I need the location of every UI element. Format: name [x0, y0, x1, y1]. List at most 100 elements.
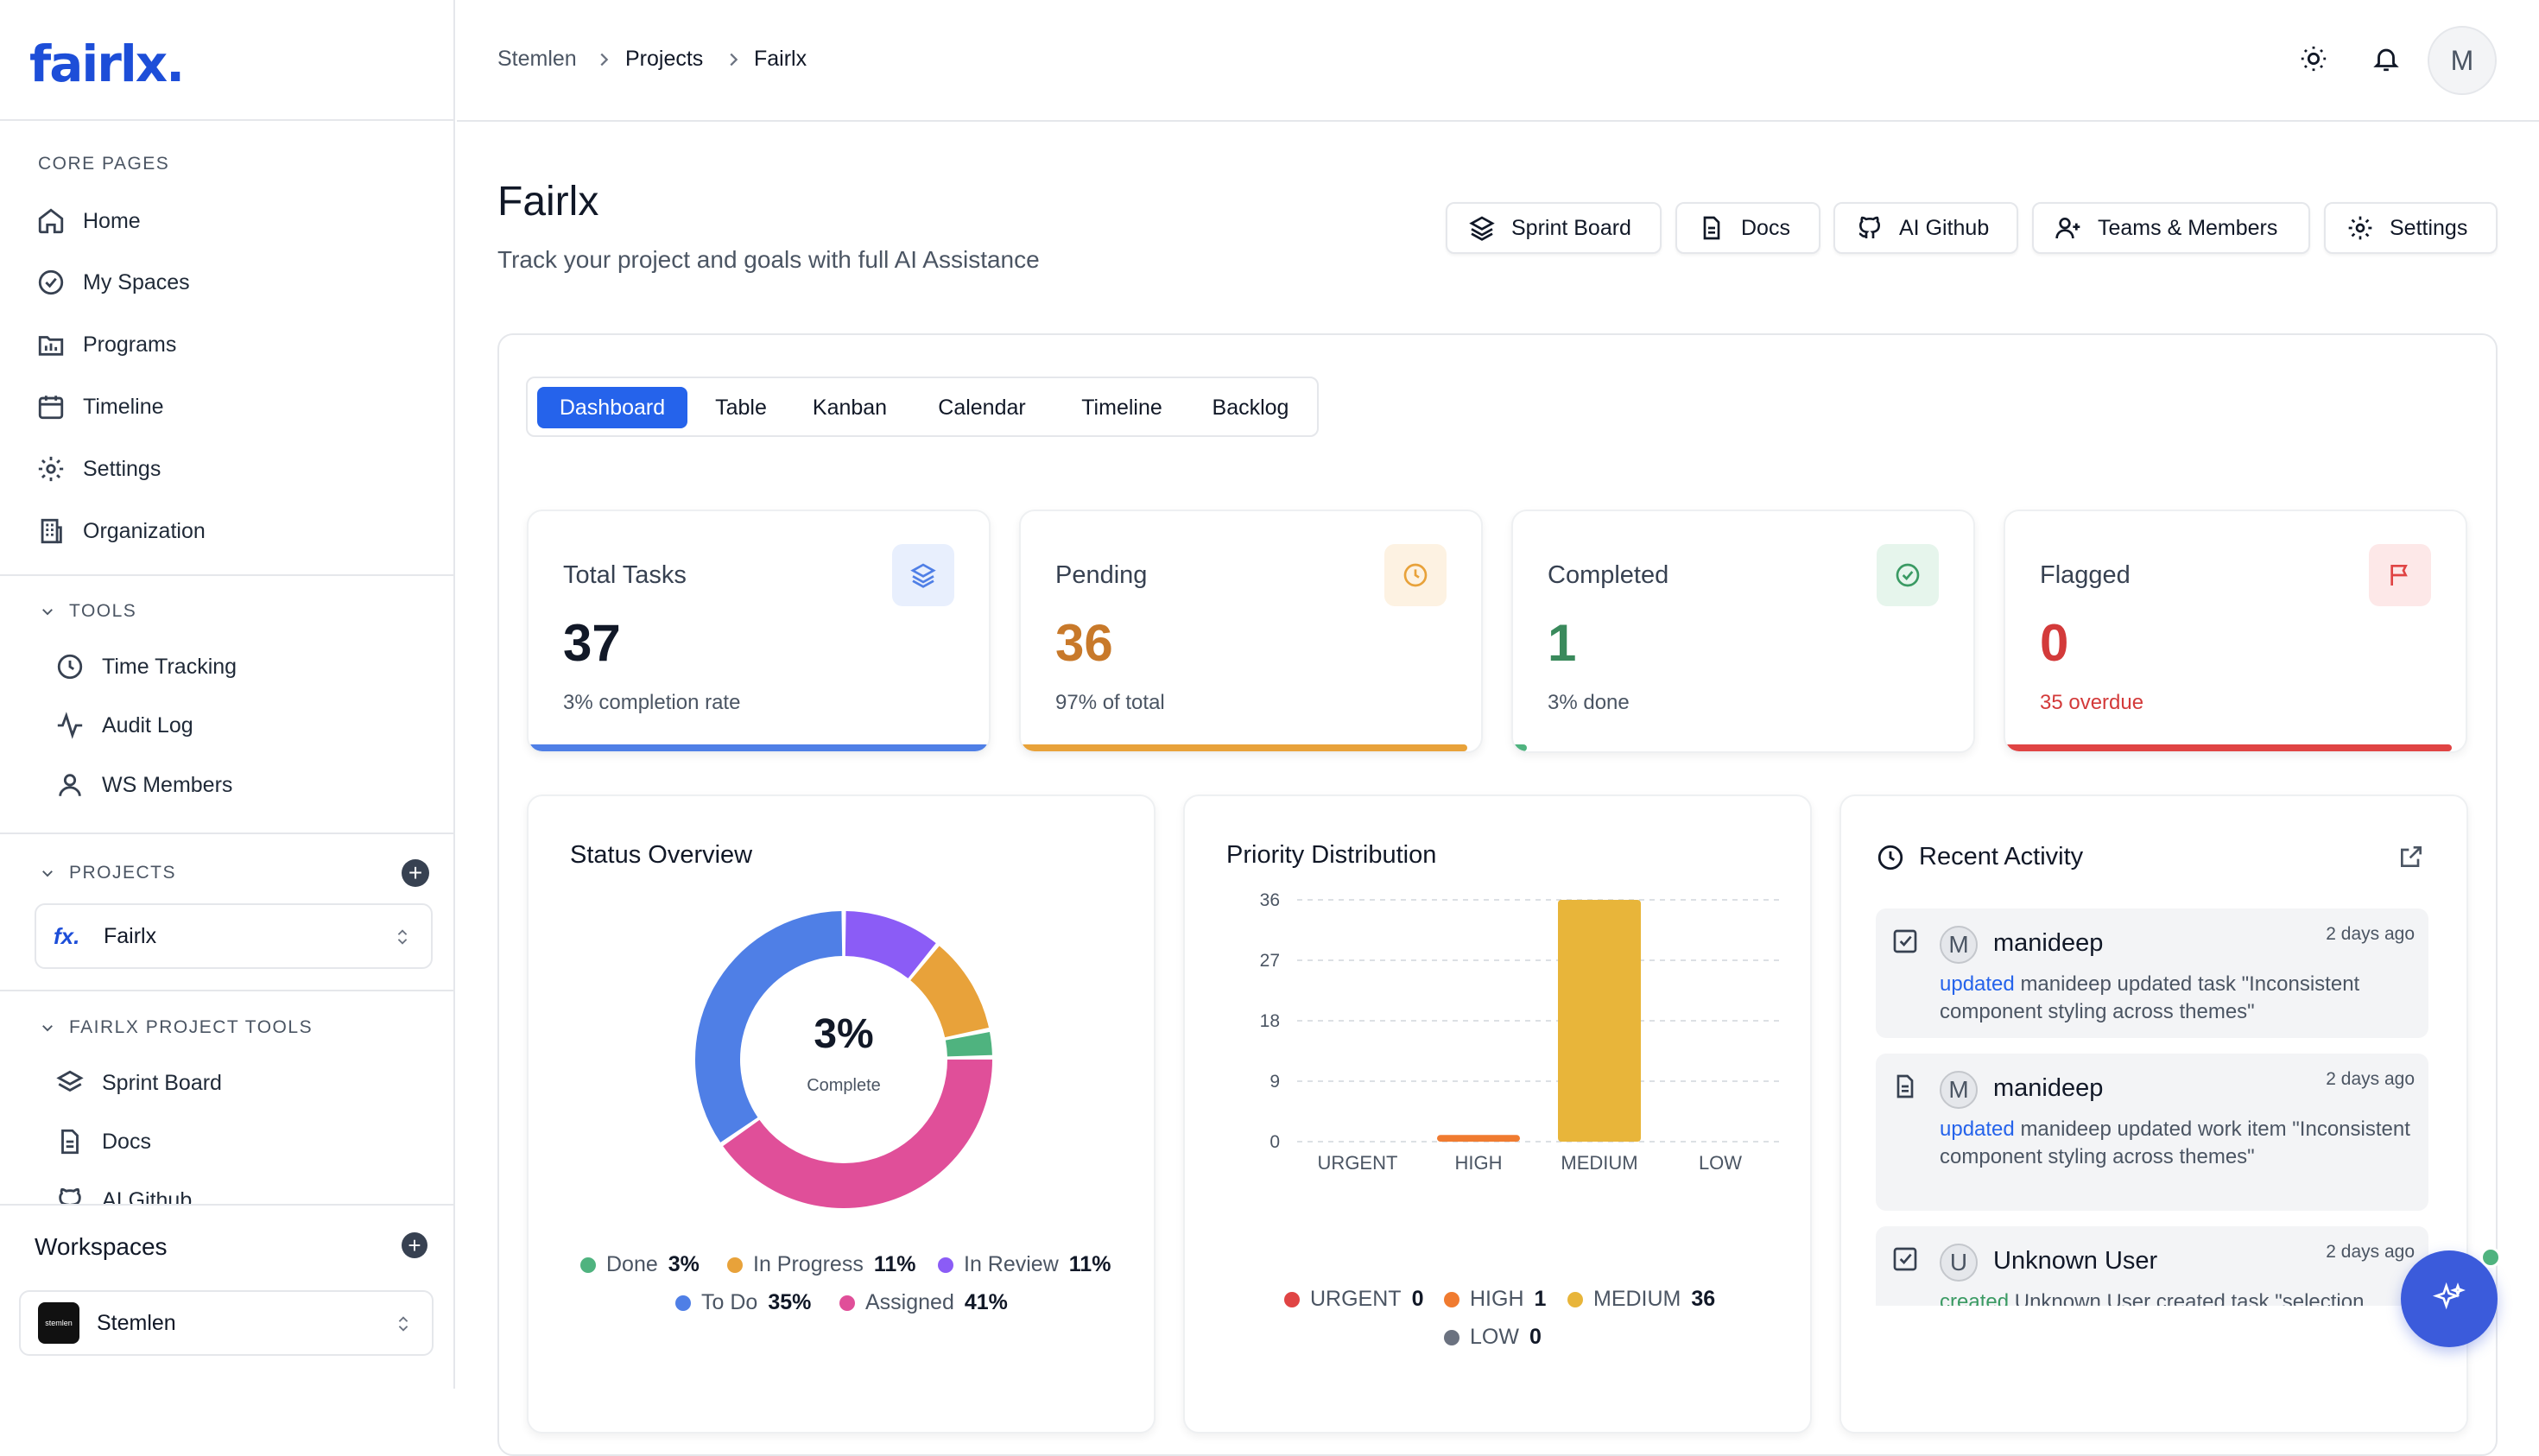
stat-label: Completed: [1548, 561, 1669, 589]
stat-value: 1: [1548, 614, 1577, 672]
activity-user: Unknown User: [1993, 1247, 2158, 1275]
tab-timeline[interactable]: Timeline: [1081, 395, 1162, 420]
legend-value: 3%: [668, 1252, 700, 1276]
legend-item-medium: MEDIUM 36: [1567, 1287, 1715, 1312]
scroll-mask: [1841, 1306, 2466, 1432]
legend-item-high: HIGH 1: [1444, 1287, 1546, 1312]
user-icon: [55, 770, 85, 800]
add-project-button[interactable]: +: [402, 859, 429, 887]
sidebar-item-label: Organization: [83, 518, 206, 543]
activity-user: manideep: [1993, 929, 2104, 957]
user-avatar[interactable]: M: [2428, 26, 2497, 95]
document-icon: [55, 1127, 85, 1156]
external-link-icon[interactable]: [2397, 843, 2425, 870]
sidebar-item-my-spaces[interactable]: My Spaces: [36, 261, 190, 304]
teams-members-button[interactable]: Teams & Members: [2032, 202, 2310, 254]
donut-slice-in-review: [845, 911, 936, 978]
sidebar-item-organization[interactable]: Organization: [36, 510, 206, 553]
tools-label[interactable]: TOOLS: [69, 601, 137, 621]
divider: [0, 990, 453, 991]
bar-high[interactable]: [1437, 1135, 1520, 1142]
stat-sub: 3% completion rate: [563, 691, 741, 714]
sidebar-item-home[interactable]: Home: [36, 199, 141, 243]
stat-label: Pending: [1055, 561, 1148, 589]
divider: [0, 574, 453, 576]
ai-assistant-button[interactable]: [2401, 1250, 2498, 1347]
app-logo[interactable]: fairlx.: [29, 35, 185, 93]
sidebar-item-label: Sprint Board: [102, 1070, 222, 1095]
legend-item-in-review: In Review 11%: [938, 1252, 1111, 1277]
activity-time: 2 days ago: [2326, 924, 2415, 944]
donut-slice-in-progress: [910, 946, 989, 1038]
gear-icon: [2346, 214, 2374, 242]
ai-github-button[interactable]: AI Github: [1833, 202, 2018, 254]
legend-label: In Review: [964, 1252, 1059, 1276]
activity-action: updated: [1940, 972, 2015, 996]
clock-icon: [55, 652, 85, 681]
sidebar-item-label: Timeline: [83, 394, 164, 419]
legend-dot: [1284, 1291, 1300, 1307]
stat-card-pending: Pending 36 97% of total: [1019, 510, 1483, 753]
chevron-down-icon[interactable]: [40, 604, 55, 619]
divider: [0, 832, 453, 834]
activity-item[interactable]: M manideep 2 days ago updated manideep u…: [1876, 908, 2428, 1038]
sidebar-item-time-tracking[interactable]: Time Tracking: [55, 645, 237, 688]
sidebar-item-sprint-board[interactable]: Sprint Board: [55, 1061, 222, 1105]
activity-text: manideep updated task "Inconsistent comp…: [1940, 972, 2360, 1023]
bell-icon[interactable]: [2371, 43, 2401, 74]
sidebar-item-timeline[interactable]: Timeline: [36, 385, 164, 428]
sidebar-item-label: WS Members: [102, 772, 233, 797]
tab-dashboard[interactable]: Dashboard: [537, 387, 687, 428]
document-icon: [1896, 1074, 1914, 1098]
donut-slice-done: [945, 1031, 992, 1057]
y-tick-label: 9: [1270, 1072, 1280, 1092]
workspace-selector[interactable]: stemlen Stemlen: [19, 1290, 434, 1356]
chevron-down-icon[interactable]: [40, 1020, 55, 1035]
add-workspace-button[interactable]: +: [402, 1232, 427, 1258]
sidebar: fairlx. CORE PAGES Home My Spaces Progra…: [0, 0, 455, 1389]
sprint-board-button[interactable]: Sprint Board: [1446, 202, 1662, 254]
page-title: Fairlx: [497, 179, 599, 225]
tab-kanban[interactable]: Kanban: [812, 395, 888, 420]
bar-medium[interactable]: [1558, 900, 1641, 1142]
priority-bar-chart: 0 9 18 27 36 URGENT HIGH MEDIUM LOW: [1260, 890, 1781, 1174]
settings-button[interactable]: Settings: [2324, 202, 2498, 254]
clock-icon: [1877, 845, 1903, 870]
breadcrumb-current: Fairlx: [754, 47, 807, 71]
projects-label[interactable]: PROJECTS: [69, 863, 177, 883]
stat-value: 36: [1055, 614, 1113, 672]
stat-card-flagged: Flagged 0 35 overdue: [2004, 510, 2467, 753]
tab-calendar[interactable]: Calendar: [938, 395, 1026, 420]
chevron-right-icon: [730, 53, 738, 66]
legend-value: 11%: [1068, 1252, 1111, 1276]
online-status-dot: [2480, 1247, 2501, 1268]
sidebar-item-label: Settings: [83, 456, 161, 481]
sidebar-item-ws-members[interactable]: WS Members: [55, 763, 232, 807]
legend-item-low: LOW 0: [1444, 1325, 1542, 1350]
project-selector[interactable]: fx. Fairlx: [35, 903, 433, 969]
activity-item[interactable]: M manideep 2 days ago updated manideep u…: [1876, 1054, 2428, 1211]
sidebar-item-docs[interactable]: Docs: [55, 1120, 151, 1163]
tab-backlog[interactable]: Backlog: [1212, 395, 1289, 420]
project-tools-label[interactable]: FAIRLX PROJECT TOOLS: [69, 1017, 313, 1037]
legend-dot: [1444, 1291, 1459, 1307]
chevron-down-icon[interactable]: [40, 865, 55, 881]
github-icon: [1856, 214, 1884, 242]
sidebar-item-programs[interactable]: Programs: [36, 323, 176, 366]
breadcrumb-item[interactable]: Stemlen: [497, 47, 577, 71]
checkbox-icon: [1893, 929, 1917, 953]
tab-table[interactable]: Table: [715, 395, 767, 420]
legend-item-urgent: URGENT 0: [1284, 1287, 1423, 1312]
sun-icon[interactable]: [2299, 44, 2328, 73]
sidebar-item-audit-log[interactable]: Audit Log: [55, 704, 193, 747]
legend-label: MEDIUM: [1593, 1287, 1681, 1311]
docs-button[interactable]: Docs: [1675, 202, 1820, 254]
legend-label: HIGH: [1470, 1287, 1524, 1311]
sidebar-item-settings[interactable]: Settings: [36, 447, 161, 491]
card-title: Priority Distribution: [1226, 841, 1437, 869]
legend-dot: [675, 1295, 691, 1311]
sidebar-item-label: Audit Log: [102, 712, 193, 737]
legend-dot: [580, 1257, 596, 1273]
breadcrumb-item[interactable]: Projects: [625, 47, 704, 71]
layers-icon: [55, 1068, 85, 1098]
